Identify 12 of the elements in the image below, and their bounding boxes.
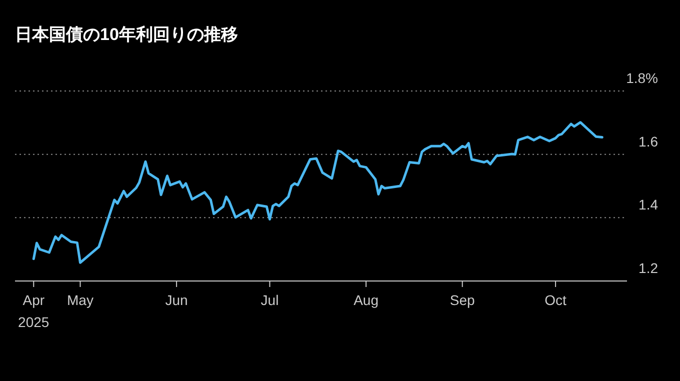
chart-title: 日本国債の10年利回りの推移 — [15, 25, 238, 44]
x-tick-label: Sep — [450, 292, 476, 308]
x-tick-label: Apr 2025 — [18, 292, 50, 330]
x-tick-label: May — [67, 292, 94, 308]
y-tick-label: 1.4 — [638, 196, 658, 213]
x-tick-label: Jun — [165, 292, 188, 308]
x-tick-label: Oct — [544, 292, 567, 308]
y-tick-label: 1.2 — [638, 260, 658, 276]
y-tick-label: 1.6 — [638, 133, 658, 150]
x-tick-label: Jul — [260, 292, 279, 308]
y-tick-label: 1.8% — [626, 70, 658, 86]
x-tick-label: Aug — [354, 292, 379, 308]
